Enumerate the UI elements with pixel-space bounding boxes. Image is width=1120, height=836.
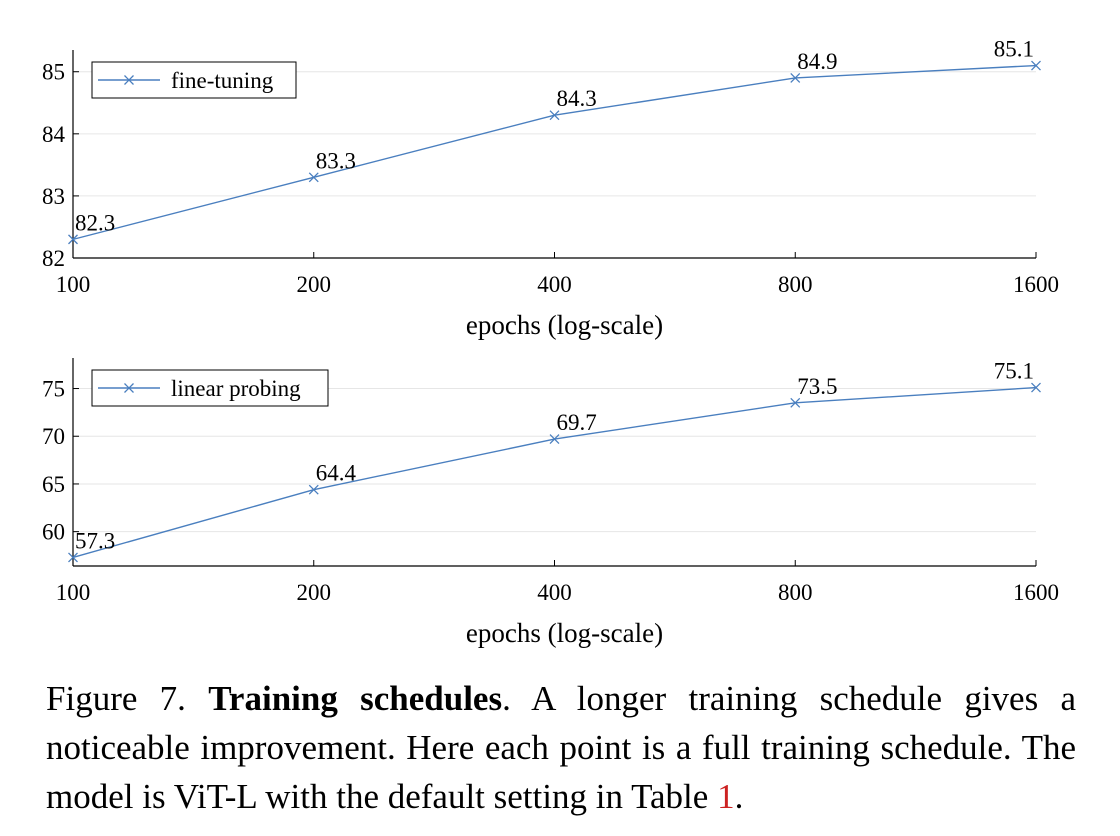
x-axis-title: epochs (log-scale) bbox=[466, 310, 663, 340]
data-point-marker bbox=[308, 484, 319, 495]
y-tick-label: 85 bbox=[42, 60, 65, 85]
x-tick-label: 200 bbox=[297, 580, 332, 605]
y-tick-label: 82 bbox=[42, 246, 65, 271]
y-tick-label: 83 bbox=[42, 184, 65, 209]
data-label: 83.3 bbox=[316, 148, 356, 173]
data-label: 84.9 bbox=[797, 49, 837, 74]
data-label: 85.1 bbox=[994, 37, 1034, 62]
data-point-marker bbox=[68, 234, 78, 245]
table-reference-link[interactable]: 1 bbox=[717, 777, 735, 816]
chart-panel-1: 82 83 84 85 100 200 400 800 1600 epochs (log-scal… bbox=[42, 37, 1059, 340]
legend-marker bbox=[124, 75, 134, 85]
x-tick-label: 100 bbox=[56, 580, 91, 605]
figure-caption: Figure 7. Training schedules. A longer t… bbox=[46, 674, 1076, 821]
data-label: 73.5 bbox=[797, 374, 837, 399]
x-tick-label: 1600 bbox=[1013, 580, 1059, 605]
data-label: 84.3 bbox=[557, 86, 597, 111]
data-label: 57.3 bbox=[75, 528, 115, 553]
x-tick-label: 100 bbox=[56, 272, 91, 297]
chart-panel-2: 60 65 70 75 100 200 400 800 1600 epochs (log-scal… bbox=[42, 358, 1059, 648]
caption-end: . bbox=[734, 777, 744, 816]
caption-text: . A longer training schedule gives a not… bbox=[46, 679, 1077, 816]
caption-title: Training schedules bbox=[208, 679, 503, 718]
x-tick-label: 400 bbox=[537, 272, 572, 297]
x-tick-label: 800 bbox=[778, 580, 813, 605]
x-tick-label: 400 bbox=[537, 580, 572, 605]
data-point-marker bbox=[790, 72, 801, 83]
legend-label: fine-tuning bbox=[171, 68, 274, 93]
legend-marker bbox=[124, 383, 134, 393]
figure-label: Figure 7. bbox=[46, 679, 186, 718]
y-tick-label: 75 bbox=[42, 377, 65, 402]
data-label: 69.7 bbox=[557, 410, 597, 435]
data-point-marker bbox=[790, 397, 801, 408]
x-axis-title: epochs (log-scale) bbox=[466, 618, 663, 648]
x-tick-label: 1600 bbox=[1013, 272, 1059, 297]
data-point-marker bbox=[549, 434, 560, 445]
data-label: 64.4 bbox=[316, 461, 357, 486]
x-tick-label: 800 bbox=[778, 272, 813, 297]
data-point-marker bbox=[549, 110, 560, 121]
figure-charts: 82 83 84 85 100 200 400 800 1600 epochs (log-scal… bbox=[42, 37, 1059, 648]
data-point-marker bbox=[1031, 60, 1041, 71]
y-tick-label: 70 bbox=[42, 424, 65, 449]
y-tick-label: 60 bbox=[42, 520, 65, 545]
x-tick-label: 200 bbox=[297, 272, 332, 297]
legend: fine-tuning bbox=[91, 61, 297, 99]
data-label: 75.1 bbox=[994, 359, 1034, 384]
data-point-marker bbox=[68, 552, 78, 563]
y-tick-label: 65 bbox=[42, 472, 65, 497]
data-label: 82.3 bbox=[75, 210, 115, 235]
legend: linear probing bbox=[91, 369, 329, 407]
legend-label: linear probing bbox=[171, 376, 301, 401]
data-point-marker bbox=[1031, 382, 1041, 393]
data-point-marker bbox=[308, 172, 319, 183]
y-tick-label: 84 bbox=[42, 122, 66, 147]
